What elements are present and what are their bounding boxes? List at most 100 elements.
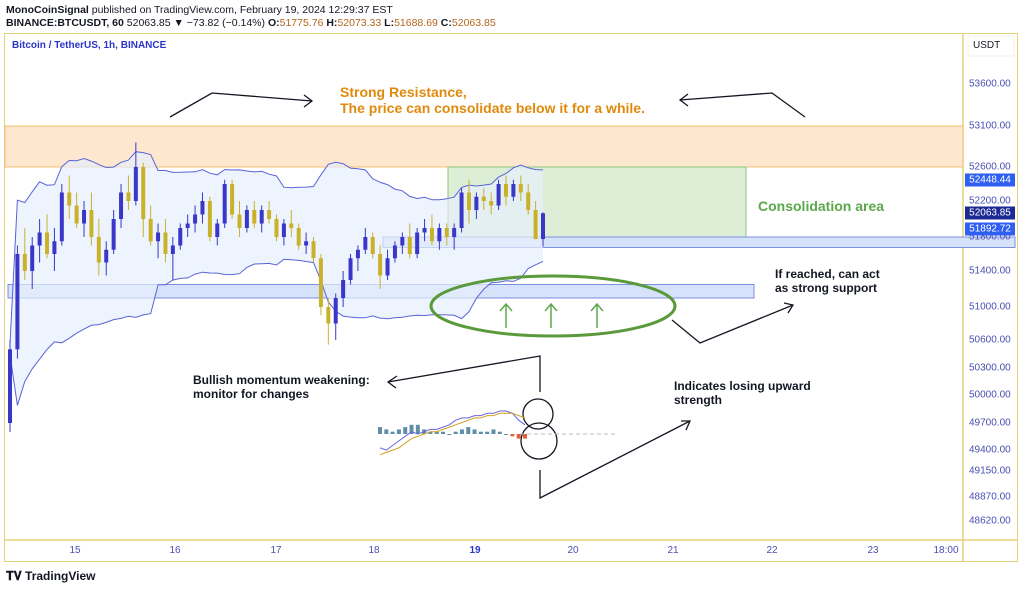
candle-body <box>489 201 494 206</box>
histogram-bar <box>409 424 414 434</box>
candle <box>119 184 124 228</box>
price-tag: 52063.85 <box>965 206 1015 220</box>
candle-body <box>296 228 301 246</box>
candle-body <box>541 213 545 240</box>
candle-body <box>22 254 27 271</box>
time-tick: 22 <box>766 545 778 556</box>
candle <box>8 340 12 432</box>
histogram-bar <box>384 429 389 434</box>
candle-body <box>244 210 249 228</box>
candle-body <box>415 232 420 254</box>
candle-body <box>511 184 516 197</box>
candle <box>415 228 420 259</box>
candle-body <box>156 232 161 242</box>
published-text: published on TradingView.com, February 1… <box>91 4 393 16</box>
candle <box>444 223 449 246</box>
candle <box>355 245 360 271</box>
symbol: BINANCE:BTCUSDT, 60 <box>6 17 124 29</box>
highlight-circle-histogram <box>520 422 558 460</box>
histogram-bar <box>459 429 464 434</box>
histogram-bar <box>516 434 521 439</box>
candle <box>133 142 138 206</box>
arrowhead <box>783 302 795 314</box>
candle-body <box>141 167 146 219</box>
candle <box>474 192 479 219</box>
price-tick: 48870.00 <box>969 491 1011 503</box>
histogram-bar <box>497 431 502 434</box>
candle <box>348 254 353 285</box>
support-text-2: as strong support <box>775 281 878 295</box>
candle-body <box>222 184 227 224</box>
candle-body <box>422 228 427 233</box>
candle-body <box>466 192 471 210</box>
close-label: C: <box>440 17 452 29</box>
resistance-zone <box>4 125 964 168</box>
candle <box>541 212 545 247</box>
candle <box>96 219 101 276</box>
candle-body <box>207 201 212 237</box>
support-annotation: If reached, can act as strong support <box>775 267 880 295</box>
histogram-bar <box>434 431 439 434</box>
time-tick: 19 <box>469 545 481 556</box>
candle-body <box>15 254 20 350</box>
price-tick: 49700.00 <box>969 417 1011 429</box>
histogram-bar <box>485 431 490 434</box>
candle <box>518 175 523 201</box>
resistance-annotation: Strong Resistance, The price can consolid… <box>340 84 645 116</box>
candle <box>163 219 168 263</box>
histogram-bar <box>415 424 420 434</box>
candle <box>200 192 205 224</box>
candle <box>22 228 27 280</box>
candle-body <box>533 210 538 240</box>
candle <box>496 179 501 210</box>
candle <box>385 249 390 280</box>
highlight-circle-lines <box>522 398 554 430</box>
candle <box>452 223 457 250</box>
candle-body <box>526 192 531 210</box>
histogram-bar <box>478 431 483 434</box>
histogram-bar <box>441 431 446 434</box>
currency-label[interactable]: USDT <box>973 40 1001 51</box>
candle <box>400 232 405 254</box>
candle <box>244 205 249 233</box>
price-tick: 52600.00 <box>969 161 1011 173</box>
losing-strength-arrow <box>539 420 691 500</box>
time-tick: 21 <box>667 545 679 556</box>
chart-frame <box>4 33 1018 562</box>
close-value: 52063.85 <box>451 17 496 29</box>
losing-text-2: strength <box>674 393 722 407</box>
histogram-bar <box>523 434 527 439</box>
candle-body <box>407 237 412 254</box>
candle-body <box>82 210 87 224</box>
momentum-arrow <box>387 355 541 392</box>
histogram-bar <box>504 434 509 435</box>
candle-body <box>459 192 464 228</box>
arrowhead <box>303 94 314 108</box>
candle-body <box>363 237 368 250</box>
candle-body <box>193 214 198 224</box>
up-arrows <box>499 302 604 328</box>
candle-body <box>163 232 168 254</box>
candle <box>459 188 464 233</box>
candle <box>526 184 531 215</box>
candle <box>318 254 323 316</box>
candle-body <box>237 214 242 228</box>
price-change: ▼ −73.82 (−0.14%) <box>173 17 266 29</box>
candle <box>178 223 183 250</box>
candle-body <box>67 192 72 206</box>
candle <box>281 219 286 246</box>
candle <box>45 214 50 259</box>
tv-logo-icon: 𝐓𝐕 <box>6 569 26 583</box>
time-tick: 16 <box>169 545 181 556</box>
price-tick: 52200.00 <box>969 195 1011 207</box>
candle <box>59 184 64 246</box>
tradingview-logo[interactable]: 𝐓𝐕 TradingView <box>6 569 96 584</box>
bollinger-fill <box>10 151 543 406</box>
candle-body <box>170 245 175 254</box>
chart-title: Bitcoin / TetherUS, 1h, BINANCE <box>12 40 167 51</box>
candle-body <box>52 241 57 254</box>
candle <box>259 205 264 233</box>
candle <box>511 179 516 201</box>
candle-body <box>252 210 257 224</box>
